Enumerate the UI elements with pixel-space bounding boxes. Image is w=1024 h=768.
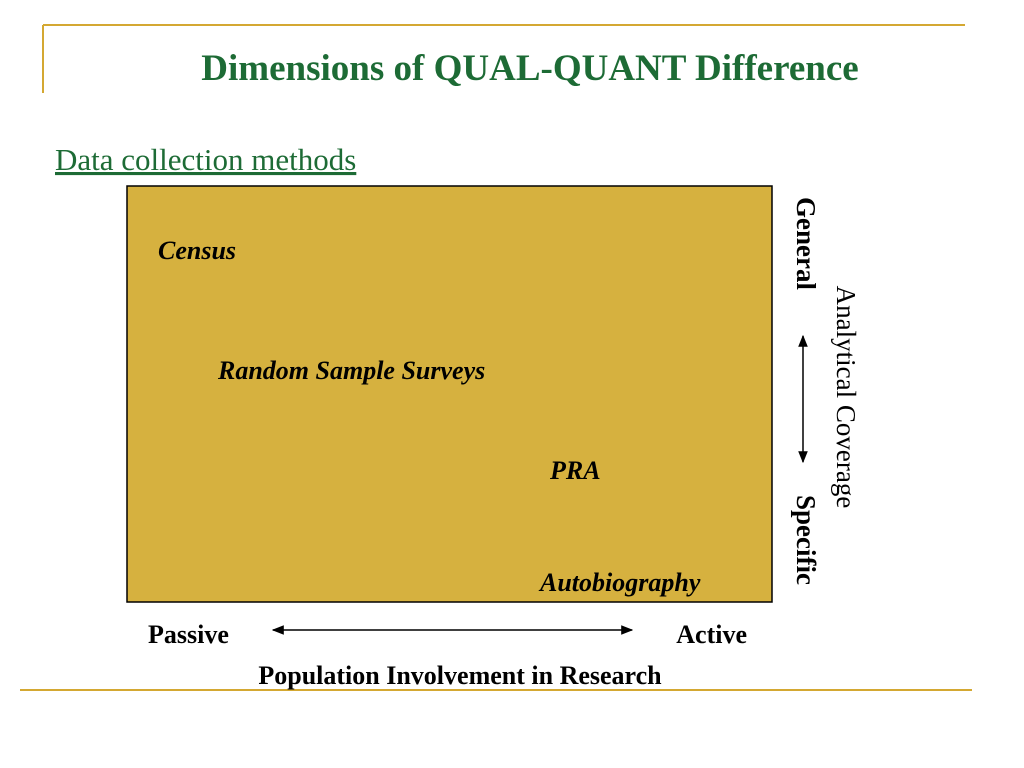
y-axis-bottom-label: Specific	[791, 495, 821, 585]
method-label: PRA	[549, 456, 601, 485]
method-label: Autobiography	[538, 568, 701, 597]
x-axis-right-label: Active	[676, 620, 747, 649]
method-label: Random Sample Surveys	[217, 356, 485, 385]
x-axis-left-label: Passive	[148, 620, 229, 649]
x-axis-title: Population Involvement in Research	[258, 661, 662, 690]
y-axis-top-label: General	[791, 197, 821, 290]
y-axis-title: Analytical Coverage	[831, 286, 861, 509]
subtitle: Data collection methods	[55, 142, 356, 177]
slide-title: Dimensions of QUAL-QUANT Difference	[201, 48, 858, 89]
diagram-box	[126, 185, 773, 603]
method-label: Census	[158, 236, 236, 265]
